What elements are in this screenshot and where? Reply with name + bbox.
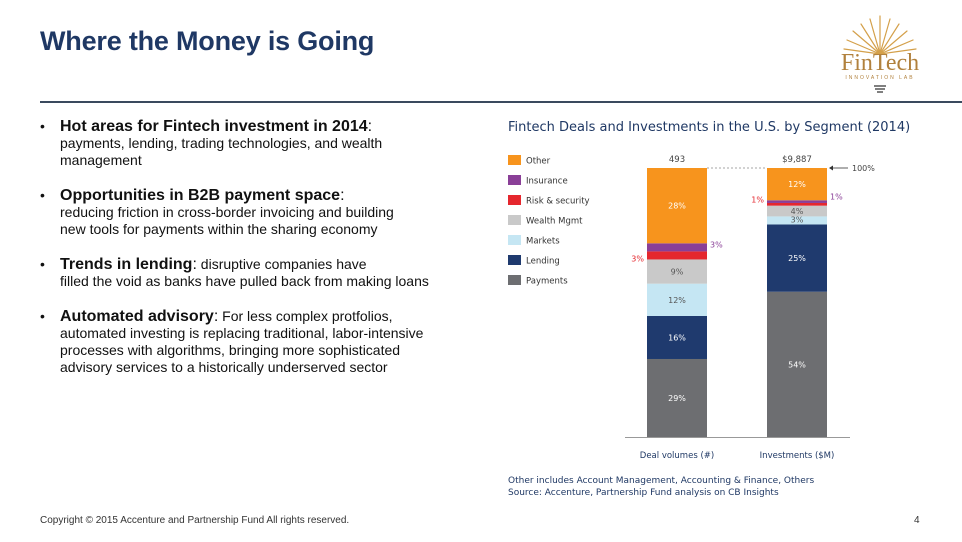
chart-note: Other includes Account Management, Accou… [508,476,815,486]
data-label: 1% [830,193,843,202]
bullet-dot-icon: • [40,308,45,324]
bullet-heading: Trends in lending [60,256,193,273]
bar-segment-insurance [647,243,707,252]
logo-text: FinTech [840,50,920,76]
total-marker-arrowhead [829,165,833,171]
legend-swatch [508,215,521,225]
bullet-line: management [60,152,142,168]
bullet-item: • Trends in lending: disruptive companie… [40,256,490,290]
fintech-logo-icon [843,15,917,93]
bullet-line: filled the void as banks have pulled bac… [60,273,429,289]
bullet-inline-text: For less complex protfolios, [218,308,393,324]
legend-swatch [508,195,521,205]
bullet-separator: : [192,256,197,273]
legend-label: Wealth Mgmt [526,217,583,227]
bar-segment-lending [767,224,827,292]
data-label: 3% [631,254,644,263]
legend-label: Payments [526,277,568,287]
bullet-dot-icon: • [40,256,45,272]
x-tick-label: Deal volumes (#) [640,451,714,461]
bullet-dot-icon: • [40,118,45,134]
slide-title: Where the Money is Going [40,26,375,56]
bar-segment-markets [767,216,827,225]
footer-copyright: Copyright © 2015 Accenture and Partnersh… [40,515,350,526]
bullet-item: • Automated advisory: For less complex p… [40,308,490,376]
bar-segment-wealth-mgmt [647,259,707,284]
bullet-list: • Hot areas for Fintech investment in 20… [40,118,490,394]
bar-segment-payments [767,291,827,437]
bar-total-label: 493 [669,155,685,165]
data-label: 29% [668,394,686,403]
data-label: 54% [788,360,806,369]
legend-label: Insurance [526,177,568,187]
bar-segment-wealth-mgmt [767,205,827,217]
data-label: 1% [751,195,764,204]
legend-swatch [508,175,521,185]
data-label: 4% [791,207,804,216]
data-label: 3% [710,240,723,249]
bullet-item: • Opportunities in B2B payment space: re… [40,187,490,238]
legend-label: Risk & security [526,197,590,207]
bullet-separator: : [367,118,373,135]
total-marker-label: 100% [852,164,875,173]
legend-swatch [508,235,521,245]
bullet-inline-text: disruptive companies have [196,256,367,272]
bar-segment-lending [647,315,707,359]
bullet-dot-icon: • [40,187,45,203]
page-number: 4 [914,515,920,526]
data-label: 28% [668,202,686,211]
legend-label: Other [526,157,551,167]
bar-segment-risk-security [647,251,707,260]
bullet-heading: Hot areas for Fintech investment in 2014 [60,118,368,135]
x-tick-label: Investments ($M) [760,451,835,461]
bar-segment-risk-security [767,202,827,206]
bullet-line: payments, lending, trading technologies,… [60,135,383,151]
data-label: 3% [791,215,804,224]
bar-segment-markets [647,283,707,316]
data-label: 25% [788,254,806,263]
bar-total-label: $9,887 [782,155,812,165]
bullet-heading: Opportunities in B2B payment space [60,187,341,204]
legend-swatch [508,275,521,285]
bullet-line: automated investing is replacing traditi… [60,325,424,341]
bullet-line: advisory services to a historically unde… [60,359,388,375]
bullet-line: reducing friction in cross-border invoic… [60,204,394,220]
bullet-heading: Automated advisory [60,308,214,325]
bullet-separator: : [213,308,219,325]
chart-source: Source: Accenture, Partnership Fund anal… [508,488,779,498]
logo-subtext: INNOVATION LAB [845,75,915,81]
data-label: 12% [788,180,806,189]
data-label: 9% [671,268,684,277]
data-label: 12% [668,296,686,305]
bar-segment-payments [647,358,707,437]
legend-label: Markets [526,237,560,247]
bullet-separator: : [340,187,345,204]
bar-segment-other [767,168,827,201]
bullet-item: • Hot areas for Fintech investment in 20… [40,118,490,169]
bar-segment-insurance [767,200,827,203]
chart-title: Fintech Deals and Investments in the U.S… [508,120,911,135]
bullet-line: processes with algorithms, bringing more… [60,342,401,358]
legend-label: Lending [526,257,560,267]
legend-swatch [508,255,521,265]
bar-segment-other [647,168,707,244]
data-label: 16% [668,333,686,342]
chart-notes: Other includes Account Management, Accou… [508,475,814,499]
title-divider [40,101,962,103]
bullet-line: new tools for payments within the sharin… [60,221,378,237]
legend-swatch [508,155,521,165]
